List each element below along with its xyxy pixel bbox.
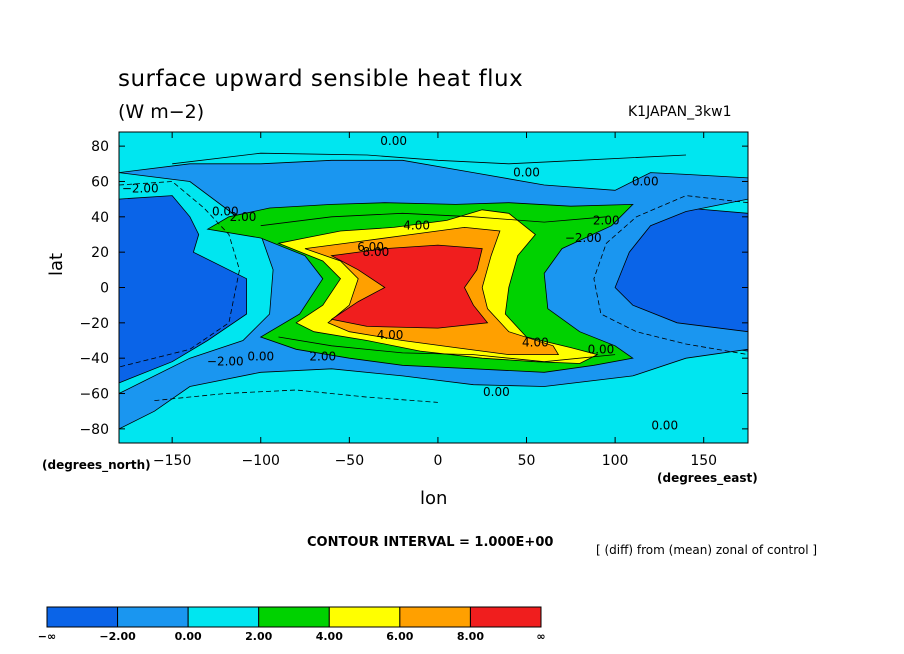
y-axis: 80 60 40 20 0 −20 −40 −60 −80 [79,139,748,438]
y-tick-label: −60 [79,387,109,403]
contour-label-14: 2.00 [309,349,336,363]
colorbar-label: 8.00 [457,630,484,643]
contour-label-16: −2.00 [207,355,244,369]
heatmap-region-3 [206,202,634,373]
colorbar-label: ∞ [536,630,545,643]
contour-label-15: 0.00 [247,349,274,363]
contour-label-0: 0.00 [380,134,407,148]
heatmap-region-2 [119,159,748,430]
y-tick-label: 60 [91,174,109,190]
heatmap-region-6 [330,244,489,329]
colorbar-swatch [469,606,542,628]
x-axis-label: lon [420,488,448,509]
colorbar-label: −∞ [38,630,56,643]
colorbar-swatch [258,606,330,628]
x-tick-label: 150 [690,453,717,469]
colorbar-swatch [328,606,401,628]
contour-label-11: 4.00 [377,328,404,342]
x-tick-label: −150 [153,453,191,469]
heatmap-region-5 [304,226,560,356]
x-axis: −150 −100 −50 0 50 100 150 [153,132,717,469]
y-tick-label: 80 [91,139,109,155]
contour-line-1 [278,336,616,363]
plot-frame [118,131,749,444]
y-tick-label: −80 [79,422,109,438]
colorbar-swatch [117,606,189,628]
colorbar-label: −2.00 [99,630,136,643]
chart-title: surface upward sensible heat flux [118,66,524,92]
colorbar-swatch [187,606,260,628]
contour-line-3 [119,181,240,368]
colorbar-swatch [399,606,471,628]
y-tick-label: 20 [91,245,109,261]
contour-label-6: 4.00 [403,219,430,233]
x-axis-unit: (degrees_east) [657,471,758,485]
run-id-label: K1JAPAN_3kw1 [628,104,732,120]
contour-label-8: −2.00 [565,231,602,245]
contour-line-5 [154,389,438,403]
diff-note: [ (diff) from (mean) zonal of control ] [596,543,818,557]
colorbar-label: 2.00 [245,630,272,643]
contour-label-13: 0.00 [588,342,615,356]
contour-label-3: −2.00 [122,182,159,196]
y-tick-label: −40 [79,351,109,367]
y-tick-label: 0 [100,281,109,297]
colorbar-swatch [46,606,119,628]
units-label: (W m−2) [118,101,205,123]
colorbar-label: 4.00 [316,630,343,643]
colorbar-label: 0.00 [175,630,202,643]
contour-lines [119,152,748,403]
y-axis-label: lat [46,252,67,276]
colorbar: −∞ −2.00 0.00 2.00 4.00 6.00 8.00 ∞ [38,606,546,643]
x-tick-label: 50 [518,453,536,469]
heatmap-fill [119,132,748,443]
x-tick-label: −100 [242,453,280,469]
contour-label-7: 2.00 [593,213,620,227]
y-axis-unit: (degrees_north) [42,458,151,472]
contour-label-18: 0.00 [651,418,678,432]
contour-label-1: 0.00 [513,166,540,180]
contour-line-2 [172,152,687,165]
contour-label-2: 0.00 [632,174,659,188]
x-tick-label: −50 [335,453,365,469]
contour-label-4: 0.00 [212,205,239,219]
contour-label-9: 6.00 [357,240,384,254]
contour-label-12: 4.00 [522,335,549,349]
y-tick-label: 40 [91,210,109,226]
heatmap-region-4 [277,209,599,364]
contour-label-17: 0.00 [483,385,510,399]
contour-label-10: 8.00 [363,245,390,259]
y-tick-label: −20 [79,316,109,332]
heatmap-region-1 [582,207,748,352]
contour-labels: 0.000.000.00−2.000.002.004.00 2.00−2.006.… [122,134,678,432]
x-tick-label: 0 [433,453,442,469]
colorbar-label: 6.00 [386,630,413,643]
heatmap-region-0 [119,195,248,384]
contour-line-4 [593,195,748,355]
heatmap-background [119,132,748,443]
contour-interval-label: CONTOUR INTERVAL = 1.000E+00 [307,535,554,550]
contour-line-0 [260,212,607,227]
contour-label-5: 2.00 [230,210,257,224]
x-tick-label: 100 [602,453,629,469]
